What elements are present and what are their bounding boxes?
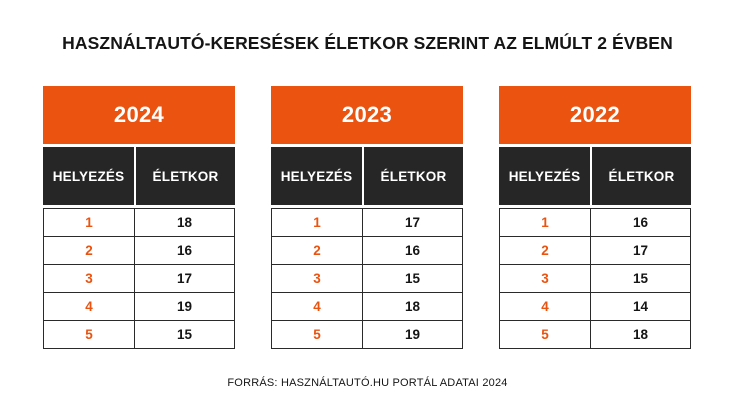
rank-column-header: HELYEZÉS [499,147,592,205]
rank-cell: 2 [44,237,135,264]
table-row: 1 17 [272,209,462,237]
column-header-row: HELYEZÉS ÉLETKOR [43,147,235,205]
source-note: FORRÁS: HASZNÁLTAUTÓ.HU PORTÁL ADATAI 20… [227,377,508,389]
table-body: 1 18 2 16 3 17 4 19 5 15 [43,208,235,349]
table-row: 4 18 [272,293,462,321]
rank-cell: 1 [272,209,363,236]
age-cell: 17 [404,215,421,230]
age-cell: 18 [176,215,193,230]
age-cell: 18 [632,327,649,342]
table-row: 4 19 [44,293,234,321]
age-column-header: ÉLETKOR [608,168,675,184]
year-table-2022: 2022 HELYEZÉS ÉLETKOR 1 16 2 17 3 15 4 1… [499,86,691,349]
rank-cell: 3 [500,265,591,292]
table-row: 4 14 [500,293,690,321]
age-cell: 17 [632,243,649,258]
column-header-row: HELYEZÉS ÉLETKOR [271,147,463,205]
rank-cell: 2 [500,237,591,264]
age-cell: 19 [404,327,421,342]
table-body: 1 17 2 16 3 15 4 18 5 19 [271,208,463,349]
year-header: 2024 [43,86,235,144]
table-row: 1 18 [44,209,234,237]
rank-cell: 4 [500,293,591,320]
year-header: 2022 [499,86,691,144]
age-column-header: ÉLETKOR [380,168,447,184]
rank-cell: 5 [500,321,591,348]
year-table-2024: 2024 HELYEZÉS ÉLETKOR 1 18 2 16 3 17 4 1… [43,86,235,349]
rank-cell: 1 [44,209,135,236]
age-cell: 16 [404,243,421,258]
rank-cell: 3 [272,265,363,292]
table-row: 3 15 [272,265,462,293]
rank-cell: 2 [272,237,363,264]
rank-cell: 3 [44,265,135,292]
rank-column-header: HELYEZÉS [43,147,136,205]
age-cell: 15 [632,271,649,286]
page-title: HASZNÁLTAUTÓ-KERESÉSEK ÉLETKOR SZERINT A… [62,33,673,53]
table-row: 1 16 [500,209,690,237]
age-cell: 15 [404,271,421,286]
rank-cell: 5 [272,321,363,348]
table-row: 3 17 [44,265,234,293]
table-row: 2 16 [272,237,462,265]
age-cell: 19 [176,299,193,314]
column-header-row: HELYEZÉS ÉLETKOR [499,147,691,205]
age-cell: 17 [176,271,193,286]
age-cell: 15 [176,327,193,342]
table-row: 5 15 [44,321,234,349]
rank-cell: 4 [44,293,135,320]
year-header: 2023 [271,86,463,144]
table-row: 2 16 [44,237,234,265]
table-row: 5 18 [500,321,690,349]
rank-cell: 5 [44,321,135,348]
year-table-2023: 2023 HELYEZÉS ÉLETKOR 1 17 2 16 3 15 4 1… [271,86,463,349]
age-cell: 18 [404,299,421,314]
age-cell: 16 [176,243,193,258]
rank-cell: 4 [272,293,363,320]
table-row: 3 15 [500,265,690,293]
age-cell: 16 [632,215,649,230]
rank-column-header: HELYEZÉS [271,147,364,205]
table-row: 5 19 [272,321,462,349]
table-body: 1 16 2 17 3 15 4 14 5 18 [499,208,691,349]
rank-cell: 1 [500,209,591,236]
age-column-header: ÉLETKOR [152,168,219,184]
age-cell: 14 [632,299,649,314]
table-row: 2 17 [500,237,690,265]
